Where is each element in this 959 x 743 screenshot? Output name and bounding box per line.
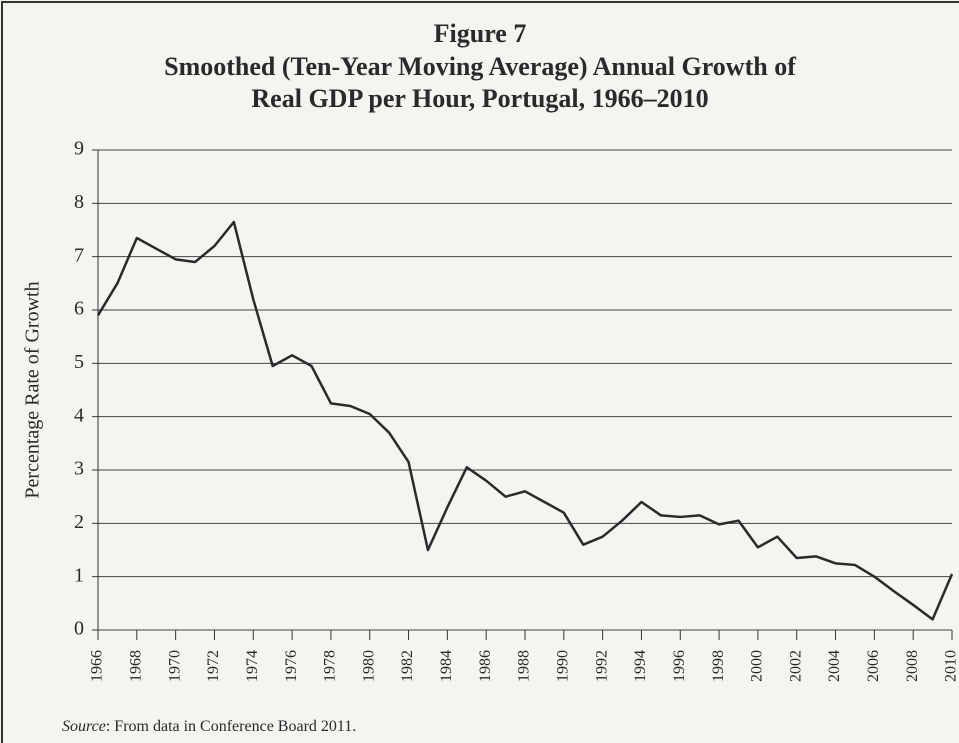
x-tick-label: 2000	[749, 650, 766, 682]
y-tick-label: 9	[74, 138, 84, 160]
x-tick-label: 1980	[360, 650, 377, 682]
chart-title: Smoothed (Ten-Year Moving Average) Annua…	[164, 52, 796, 81]
x-tick-label: 1972	[205, 650, 222, 682]
x-tick-label: 1986	[477, 650, 494, 682]
x-tick-label: 1994	[632, 650, 649, 682]
x-tick-label: 1990	[554, 650, 571, 682]
source-label: Source	[62, 718, 106, 735]
x-tick-label: 1966	[89, 650, 106, 682]
y-tick-label: 1	[74, 564, 84, 586]
chart-title: Real GDP per Hour, Portugal, 1966–2010	[251, 84, 708, 113]
figure-label: Figure 7	[434, 19, 527, 48]
source-text: : From data in Conference Board 2011.	[106, 718, 356, 735]
source: Source: From data in Conference Board 20…	[62, 718, 356, 735]
x-tick-label: 1998	[710, 650, 727, 682]
x-tick-label: 2008	[904, 650, 921, 682]
x-tick-label: 1970	[166, 650, 183, 682]
y-tick-label: 4	[74, 404, 84, 426]
x-tick-label: 1968	[127, 650, 144, 682]
x-tick-label: 1978	[322, 650, 339, 682]
line-series	[96, 220, 954, 621]
y-tick-label: 3	[74, 458, 84, 480]
x-tick-label: 1974	[244, 650, 261, 682]
x-tick-label: 2010	[943, 650, 959, 682]
x-tick-label: 1976	[283, 650, 300, 682]
y-tick-label: 8	[74, 191, 84, 213]
y-axis-label: Percentage Rate of Growth	[22, 281, 44, 498]
y-tick-label: 0	[74, 618, 84, 640]
x-tick-label: 1992	[593, 650, 610, 682]
x-tick-label: 1984	[438, 650, 455, 682]
x-tick-label: 1988	[516, 650, 533, 682]
x-tick-label: 2006	[865, 650, 882, 682]
x-tick-label: 1982	[399, 650, 416, 682]
x-tick-label: 2002	[787, 650, 804, 682]
y-tick-label: 2	[74, 511, 84, 533]
y-tick-label: 5	[74, 351, 84, 373]
y-tick-label: 6	[74, 298, 84, 320]
x-tick-label: 2004	[826, 650, 843, 682]
x-tick-label: 1996	[671, 650, 688, 682]
y-tick-label: 7	[74, 244, 84, 266]
